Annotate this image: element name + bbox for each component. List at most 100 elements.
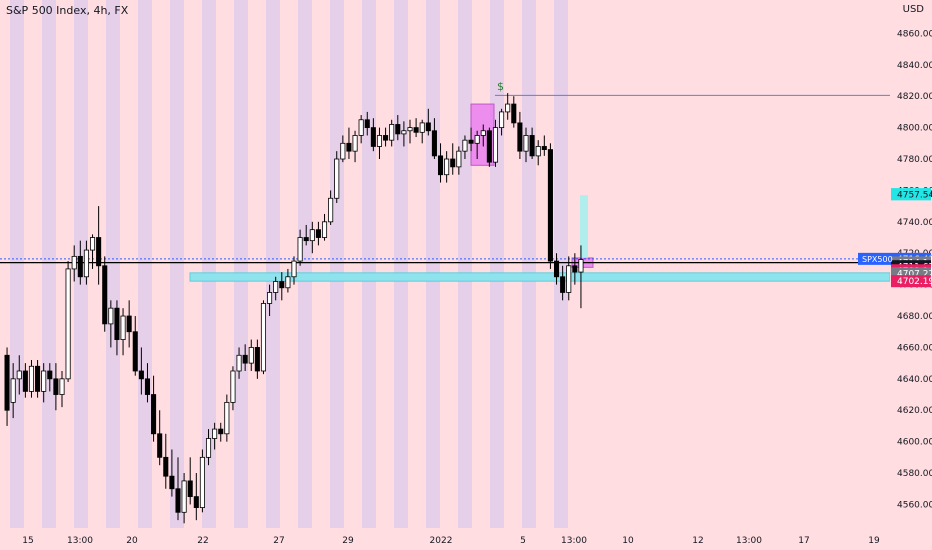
- candle[interactable]: [144, 378, 151, 395]
- chart-title: S&P 500 Index, 4h, FX: [6, 4, 129, 17]
- candle[interactable]: [370, 127, 376, 147]
- candle[interactable]: [132, 331, 138, 372]
- candle[interactable]: [163, 456, 169, 477]
- candle[interactable]: [462, 139, 468, 152]
- candle[interactable]: [120, 315, 126, 340]
- candle[interactable]: [28, 365, 35, 392]
- candle[interactable]: [53, 378, 59, 395]
- candle[interactable]: [444, 158, 450, 176]
- target-box[interactable]: [580, 195, 588, 258]
- candle[interactable]: [566, 265, 572, 293]
- candle[interactable]: [218, 428, 224, 435]
- candle[interactable]: [505, 103, 511, 113]
- candle[interactable]: [138, 370, 144, 380]
- candle[interactable]: [572, 265, 578, 273]
- candle[interactable]: [395, 124, 401, 135]
- candle[interactable]: [35, 365, 41, 392]
- candle[interactable]: [499, 111, 505, 129]
- candle[interactable]: [450, 158, 456, 168]
- candle[interactable]: [169, 475, 175, 490]
- candle[interactable]: [71, 255, 77, 270]
- candle[interactable]: [334, 158, 340, 199]
- candle[interactable]: [553, 260, 560, 278]
- candle[interactable]: [346, 142, 352, 152]
- candle[interactable]: [236, 354, 242, 372]
- candle[interactable]: [230, 370, 236, 403]
- candle[interactable]: [523, 135, 529, 152]
- candle[interactable]: [102, 265, 108, 325]
- candle[interactable]: [126, 315, 132, 333]
- candle[interactable]: [547, 149, 553, 262]
- candle[interactable]: [205, 438, 212, 458]
- candle[interactable]: [315, 229, 321, 238]
- candle[interactable]: [401, 130, 407, 135]
- candle[interactable]: [468, 139, 474, 144]
- candle[interactable]: [297, 237, 303, 262]
- candle[interactable]: [419, 122, 425, 133]
- candle[interactable]: [10, 378, 16, 403]
- candle[interactable]: [303, 237, 309, 242]
- candle[interactable]: [383, 135, 389, 141]
- candle[interactable]: [108, 307, 114, 325]
- candle[interactable]: [193, 496, 199, 508]
- candle[interactable]: [389, 124, 395, 141]
- candle[interactable]: [83, 249, 89, 278]
- candle[interactable]: [486, 130, 492, 163]
- candle[interactable]: [456, 150, 462, 168]
- time-axis[interactable]: [0, 528, 932, 550]
- candle[interactable]: [407, 127, 413, 132]
- candle[interactable]: [96, 237, 102, 267]
- candle[interactable]: [413, 127, 419, 133]
- candle[interactable]: [22, 370, 28, 392]
- candle[interactable]: [187, 480, 193, 497]
- candle[interactable]: [279, 281, 285, 289]
- candle[interactable]: [16, 370, 22, 380]
- candle[interactable]: [364, 119, 370, 129]
- candle[interactable]: [291, 260, 297, 278]
- candle[interactable]: [321, 221, 328, 238]
- candle[interactable]: [340, 142, 346, 160]
- candle[interactable]: [89, 237, 96, 251]
- candle[interactable]: [224, 401, 230, 435]
- candle[interactable]: [254, 347, 260, 372]
- candle[interactable]: [59, 378, 65, 395]
- candle[interactable]: [260, 303, 267, 372]
- candle[interactable]: [437, 155, 444, 176]
- candle[interactable]: [425, 122, 431, 132]
- candle[interactable]: [199, 456, 205, 508]
- candle[interactable]: [541, 146, 547, 150]
- candle[interactable]: [358, 119, 364, 136]
- candle[interactable]: [309, 229, 315, 242]
- candle[interactable]: [175, 488, 181, 513]
- candle[interactable]: [114, 307, 120, 340]
- candle[interactable]: [474, 135, 480, 144]
- candle[interactable]: [511, 103, 517, 124]
- candle[interactable]: [248, 347, 254, 364]
- candle[interactable]: [267, 292, 273, 304]
- candle[interactable]: [328, 197, 334, 223]
- candle[interactable]: [47, 370, 53, 380]
- currency-label[interactable]: USD: [902, 4, 924, 15]
- candle[interactable]: [77, 255, 83, 278]
- candle[interactable]: [4, 354, 10, 411]
- candle[interactable]: [529, 135, 535, 157]
- candle[interactable]: [480, 130, 486, 136]
- candle[interactable]: [535, 146, 541, 157]
- candle[interactable]: [157, 433, 163, 458]
- candle[interactable]: [376, 135, 383, 147]
- candle[interactable]: [352, 135, 358, 152]
- candle[interactable]: [242, 354, 248, 364]
- candle[interactable]: [578, 259, 584, 273]
- candle[interactable]: [151, 394, 157, 435]
- candle[interactable]: [273, 281, 279, 293]
- candle[interactable]: [181, 480, 187, 513]
- candle[interactable]: [212, 428, 218, 439]
- candle[interactable]: [560, 276, 566, 293]
- candle[interactable]: [285, 276, 291, 289]
- candle[interactable]: [41, 370, 47, 392]
- candle[interactable]: [517, 122, 523, 152]
- candle[interactable]: [492, 127, 499, 163]
- candle[interactable]: [431, 130, 437, 157]
- candle[interactable]: [65, 268, 71, 380]
